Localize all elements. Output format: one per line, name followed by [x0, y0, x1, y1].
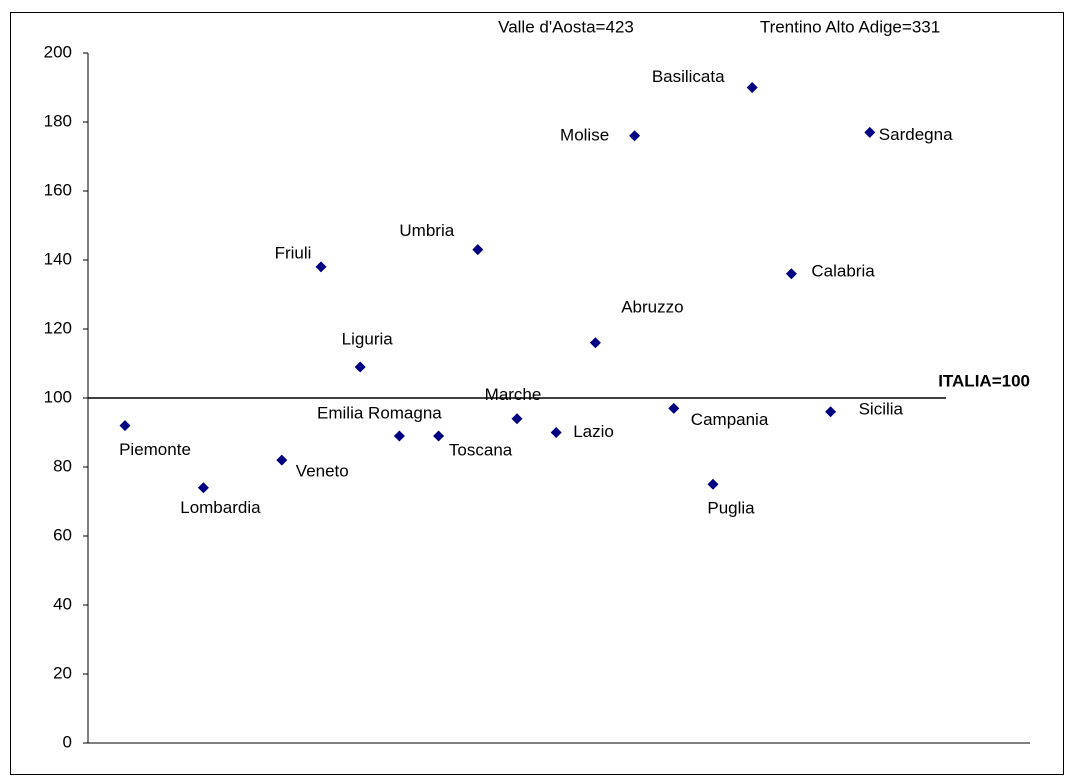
point-label: Sardegna: [879, 125, 953, 144]
point-label: Toscana: [449, 440, 513, 459]
y-tick-label: 40: [53, 594, 72, 613]
point-label: Umbria: [399, 221, 454, 240]
data-point: [746, 82, 758, 93]
reference-label: ITALIA=100: [938, 371, 1030, 390]
y-tick-label: 140: [44, 249, 72, 268]
data-point: [354, 361, 366, 373]
point-label: Lombardia: [180, 498, 261, 517]
data-point: [668, 402, 680, 414]
point-label: Lazio: [573, 422, 614, 441]
data-point: [393, 430, 405, 442]
data-point: [550, 427, 562, 438]
point-label: Friuli: [275, 243, 312, 262]
data-point: [197, 482, 209, 494]
point-label: Campania: [691, 410, 769, 429]
point-label: Veneto: [296, 462, 349, 481]
point-label: Molise: [560, 125, 609, 144]
data-point: [511, 413, 523, 425]
data-point: [825, 406, 837, 418]
data-point: [864, 126, 876, 138]
annotation: Trentino Alto Adige=331: [760, 17, 940, 36]
point-label: Emilia Romagna: [317, 403, 442, 422]
point-label: Calabria: [811, 261, 875, 280]
annotation: Valle d'Aosta=423: [498, 17, 634, 36]
data-point: [472, 244, 484, 256]
y-tick-label: 200: [44, 42, 72, 61]
data-point: [433, 430, 445, 442]
point-label: Marche: [485, 385, 542, 404]
y-tick-label: 120: [44, 318, 72, 337]
data-point: [785, 268, 797, 280]
y-tick-label: 60: [53, 525, 72, 544]
y-tick-label: 0: [63, 732, 72, 751]
y-tick-label: 80: [53, 456, 72, 475]
point-label: Sicilia: [859, 399, 904, 418]
data-point: [589, 337, 601, 349]
point-label: Liguria: [342, 329, 394, 348]
data-point: [629, 130, 641, 142]
data-point: [119, 420, 131, 432]
point-label: Abruzzo: [621, 297, 683, 316]
data-point: [707, 478, 719, 490]
y-tick-label: 100: [44, 387, 72, 406]
y-tick-label: 20: [53, 663, 72, 682]
y-tick-label: 180: [44, 111, 72, 130]
data-point: [276, 454, 288, 466]
data-point: [315, 261, 327, 273]
point-label: Puglia: [707, 499, 755, 518]
y-tick-label: 160: [44, 180, 72, 199]
point-label: Basilicata: [652, 67, 725, 86]
point-label: Piemonte: [119, 440, 191, 459]
chart-frame: [10, 12, 1064, 775]
